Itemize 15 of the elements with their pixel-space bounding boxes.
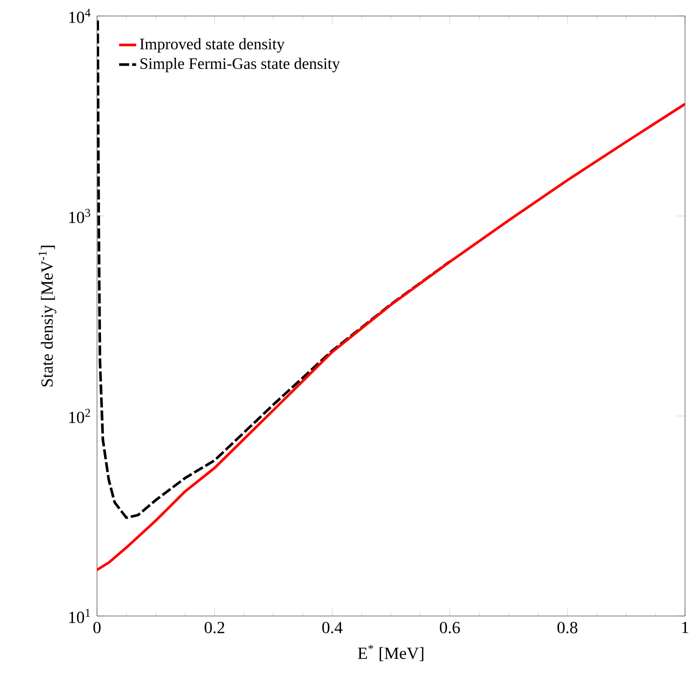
x-tick-label: 0.6: [440, 622, 460, 634]
legend-label: Simple Fermi-Gas state density: [140, 58, 340, 72]
x-tick-label: 0.4: [322, 622, 343, 634]
y-tick-label: 10$^{1}$: [69, 608, 90, 624]
x-tick-label: 0.8: [557, 622, 578, 634]
x-tick-label: 0: [93, 622, 101, 634]
y-axis-title: State densiy [MeV$^{-1}$]: [38, 246, 56, 386]
legend-label: Improved state density: [140, 38, 285, 53]
line-series: [97, 102, 686, 572]
x-tick-label: 1: [682, 622, 688, 634]
x-axis-title: E$^{*}$ [MeV]: [358, 644, 424, 662]
y-tick-label: 10$^{4}$: [69, 8, 90, 24]
y-tick-label: 10$^{3}$: [69, 208, 90, 224]
x-tick-label: 0.2: [204, 622, 224, 634]
y-tick-label: 10$^{2}$: [69, 408, 90, 424]
